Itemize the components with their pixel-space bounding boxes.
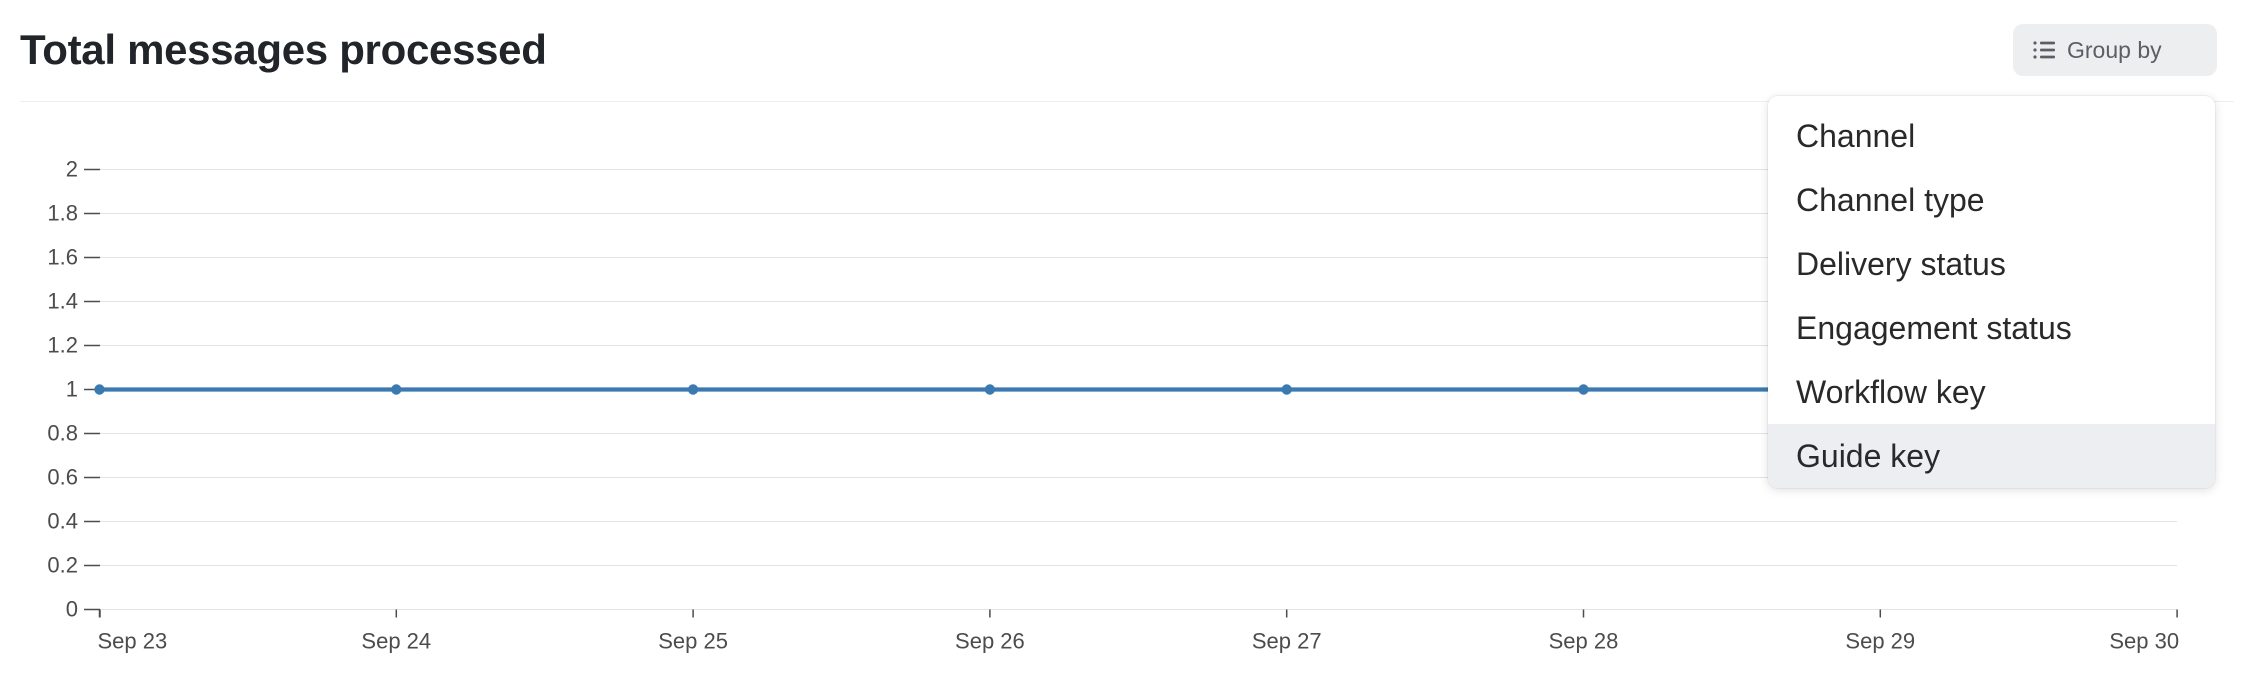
svg-text:Sep 25: Sep 25 xyxy=(658,629,728,654)
svg-text:0.8: 0.8 xyxy=(47,421,78,446)
svg-text:1.4: 1.4 xyxy=(47,289,78,314)
svg-text:Sep 27: Sep 27 xyxy=(1252,629,1322,654)
svg-text:Sep 30: Sep 30 xyxy=(2109,629,2179,654)
svg-text:Sep 24: Sep 24 xyxy=(361,629,431,654)
svg-text:1.6: 1.6 xyxy=(47,245,78,270)
svg-text:0.2: 0.2 xyxy=(47,553,78,578)
svg-text:1.8: 1.8 xyxy=(47,201,78,226)
svg-text:Sep 26: Sep 26 xyxy=(955,629,1025,654)
svg-text:0.4: 0.4 xyxy=(47,509,78,534)
svg-text:0.6: 0.6 xyxy=(47,465,78,490)
svg-text:Sep 28: Sep 28 xyxy=(1549,629,1619,654)
svg-text:Sep 23: Sep 23 xyxy=(98,629,168,654)
svg-text:Sep 29: Sep 29 xyxy=(1845,629,1915,654)
svg-text:1.2: 1.2 xyxy=(47,333,78,358)
svg-text:1: 1 xyxy=(66,377,78,402)
svg-text:0: 0 xyxy=(66,597,78,622)
svg-text:2: 2 xyxy=(66,157,78,182)
